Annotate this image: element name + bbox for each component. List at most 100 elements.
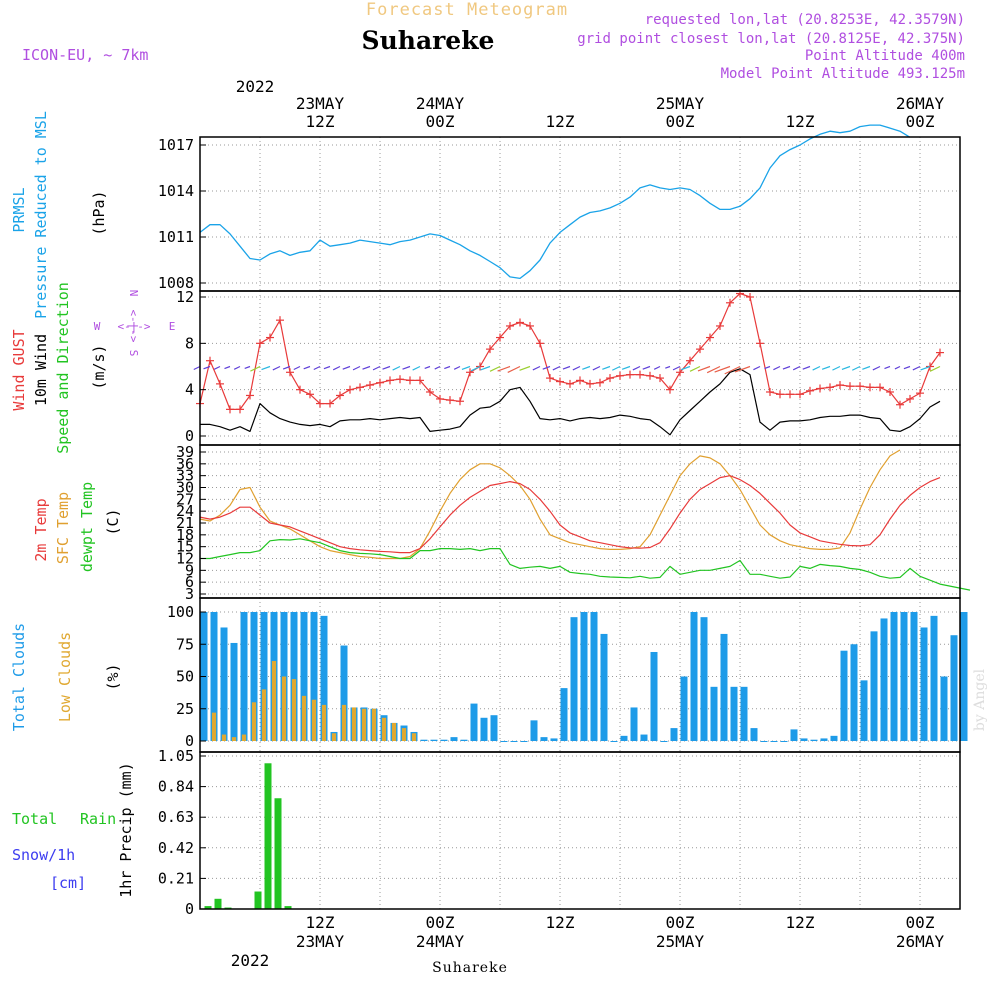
compass-rose: N S W E <-|-> <-|-> [94, 290, 176, 357]
label-total-rain-1: Total [12, 810, 57, 828]
total-cloud-bar [940, 676, 948, 741]
wind-direction-arrow [802, 365, 811, 370]
bottom-axis-day: 26MAY [896, 932, 945, 951]
total-cloud-bar [640, 734, 648, 741]
wind-direction-arrow [332, 365, 341, 371]
sfc-temp-line [199, 449, 901, 560]
y-tick-label: 25 [176, 700, 194, 718]
wind-direction-arrow [453, 365, 461, 370]
wind-direction-arrow [665, 365, 671, 369]
super-title: Forecast Meteogram [366, 0, 568, 20]
wind-direction-arrow [323, 365, 331, 370]
low-cloud-bar [391, 722, 397, 741]
bottom-axis-hour: 00Z [906, 913, 935, 932]
total-cloud-bar [260, 612, 268, 741]
bottom-axis-hour: 12Z [786, 913, 815, 932]
wind-direction-arrow [507, 365, 521, 373]
y-tick-label: 75 [176, 635, 194, 653]
low-cloud-bar [271, 661, 277, 741]
wind-direction-arrow [261, 365, 271, 371]
wind-direction-arrow [642, 365, 651, 370]
compass-arrows-h: <-|-> [117, 320, 150, 333]
top-axis-hour: 00Z [906, 112, 935, 131]
wind-direction-arrow [714, 365, 731, 373]
label-2m-temp: 2m Temp [32, 498, 50, 561]
rain-bar [204, 906, 212, 909]
grid-point-lonlat: grid point closest lon,lat (20.8125E, 42… [577, 31, 965, 47]
wind-direction-arrow [532, 365, 541, 371]
low-cloud-bar [371, 708, 377, 741]
total-cloud-bar [560, 688, 568, 741]
wind-direction-arrow [903, 365, 911, 370]
wind-direction-arrow [542, 365, 551, 370]
wind-direction-arrow [424, 365, 431, 369]
rain-bar [214, 898, 222, 909]
total-cloud-bar [540, 737, 548, 741]
precip-panel [204, 763, 292, 909]
wind-direction-arrow [342, 365, 351, 370]
wind-direction-arrow [697, 365, 711, 372]
wind-direction-arrow [303, 365, 311, 370]
y-tick-label: 24 [176, 502, 194, 520]
compass-s: S [127, 350, 140, 357]
bottom-axis-day: 25MAY [656, 932, 705, 951]
compass-arrows-v: <-|-> [127, 309, 140, 342]
y-tick-label: 4 [185, 381, 194, 399]
wind-direction-arrow [929, 365, 941, 372]
total-cloud-bar [860, 680, 868, 741]
wind-direction-arrow [592, 365, 601, 371]
low-cloud-bar [261, 689, 267, 741]
y-tick-label: 100 [167, 603, 194, 621]
total-cloud-bar [710, 686, 718, 741]
label-sfc-temp: SFC Temp [54, 492, 72, 564]
y-tick-label: 18 [176, 526, 194, 544]
total-cloud-bar [290, 612, 298, 741]
wind-direction-arrow [689, 365, 701, 372]
wind-direction-arrow [562, 365, 571, 370]
y-tick-label: 1011 [158, 228, 194, 246]
total-cloud-bar [800, 738, 808, 741]
low-cloud-bar [281, 676, 287, 741]
y-tick-label: 0.21 [158, 869, 194, 887]
y-tick-label: 3 [185, 585, 194, 603]
panel-frame [199, 444, 961, 599]
low-cloud-bar [231, 737, 237, 741]
wind-direction-arrow [233, 365, 241, 370]
rain-bar [264, 763, 272, 909]
y-tick-label: 12 [176, 550, 194, 568]
total-cloud-bar [240, 612, 248, 741]
wind-direction-arrow [812, 365, 821, 371]
total-cloud-bar [300, 612, 308, 741]
wind-direction-arrow [382, 365, 391, 370]
total-cloud-bar [570, 617, 578, 741]
total-cloud-bar [900, 612, 908, 741]
total-cloud-bar [850, 644, 858, 741]
y-tick-label: 0.63 [158, 808, 194, 826]
total-cloud-bar [610, 741, 618, 742]
y-tick-label: 1.05 [158, 747, 194, 765]
y-tick-label: 0.42 [158, 839, 194, 857]
total-cloud-bar [590, 612, 598, 741]
top-axis-hour: 12Z [306, 112, 335, 131]
wind-panel [193, 289, 944, 436]
y-tick-label: 33 [176, 467, 194, 485]
wind-direction-arrow [372, 365, 381, 371]
bottom-axis-hour: 00Z [426, 913, 455, 932]
low-cloud-bar [361, 708, 367, 741]
wind-direction-arrow [653, 365, 661, 370]
y-tick-label: 12 [176, 288, 194, 306]
wind-direction-arrow [480, 365, 491, 371]
total-cloud-bar [310, 612, 318, 741]
bottom-axis-hour: 12Z [306, 913, 335, 932]
low-cloud-bar [241, 734, 247, 741]
top-axis-day: 26MAY [896, 94, 945, 113]
wind-direction-arrow [313, 365, 321, 371]
label-pressure-msl: Pressure Reduced to MSL [32, 111, 50, 319]
wind-direction-arrow [250, 365, 261, 372]
y-tick-label: 9 [185, 561, 194, 579]
top-axis-day: 25MAY [656, 94, 705, 113]
wind-direction-arrow [632, 365, 641, 371]
total-cloud-bar [890, 612, 898, 741]
low-cloud-bar [291, 679, 297, 741]
